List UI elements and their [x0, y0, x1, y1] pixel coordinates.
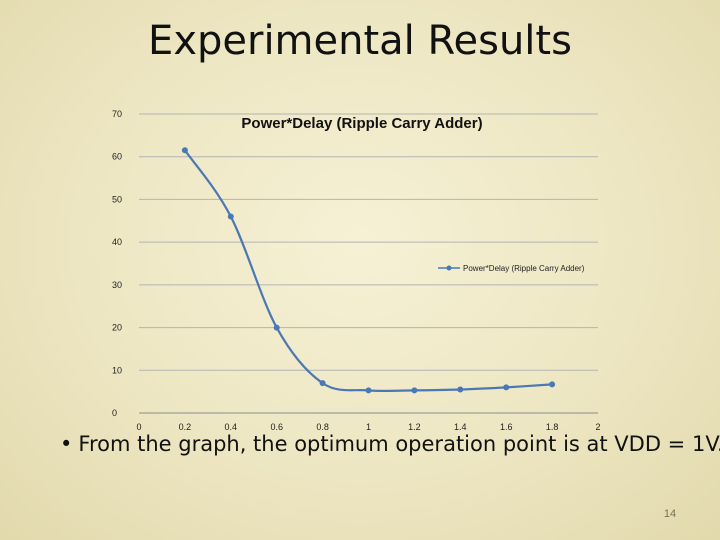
y-tick-label: 40 — [112, 237, 122, 247]
data-point — [365, 387, 372, 394]
slide-title: Experimental Results — [148, 18, 572, 64]
x-tick-label: 0 — [136, 422, 141, 432]
x-tick-label: 1 — [366, 422, 371, 432]
y-tick-label: 20 — [112, 323, 122, 333]
line-chart: 0 10 20 30 40 50 60 70 0 0.2 0.4 0.6 0.8 1 1.2 1.4 1.6 1.… — [112, 109, 601, 432]
data-point — [227, 213, 234, 220]
bullet-text: From the graph, the optimum operation po… — [78, 432, 720, 456]
x-tick-label: 0.6 — [270, 422, 283, 432]
y-tick-label: 60 — [112, 152, 122, 162]
x-tick-label: 2 — [595, 422, 600, 432]
y-tick-label: 10 — [112, 365, 122, 375]
y-tick-label: 0 — [112, 408, 117, 418]
bullet-point: • From the graph, the optimum operation p… — [60, 432, 720, 456]
data-point — [457, 386, 464, 393]
data-point — [319, 380, 326, 387]
series-line — [183, 149, 553, 393]
x-tick-label: 1.6 — [500, 422, 513, 432]
x-tick-label: 1.8 — [546, 422, 559, 432]
chart-title: Power*Delay (Ripple Carry Adder) — [241, 115, 482, 132]
data-point — [549, 381, 556, 388]
x-tick-label: 1.2 — [408, 422, 421, 432]
x-tick-label: 1.4 — [454, 422, 467, 432]
data-point — [503, 384, 510, 391]
page-number: 14 — [663, 508, 677, 520]
data-point — [181, 147, 188, 154]
y-tick-label: 30 — [112, 280, 122, 290]
data-point — [411, 387, 418, 394]
x-tick-label: 0.8 — [316, 422, 329, 432]
x-tick-label: 0.4 — [225, 422, 238, 432]
data-point — [273, 324, 280, 331]
legend-swatch-marker — [446, 265, 452, 271]
legend-label: Power*Delay (Ripple Carry Adder) — [463, 264, 585, 273]
y-tick-label: 70 — [112, 109, 122, 119]
x-tick-label: 0.2 — [179, 422, 192, 432]
bullet-dot: • — [60, 432, 73, 456]
y-tick-label: 50 — [112, 194, 122, 204]
